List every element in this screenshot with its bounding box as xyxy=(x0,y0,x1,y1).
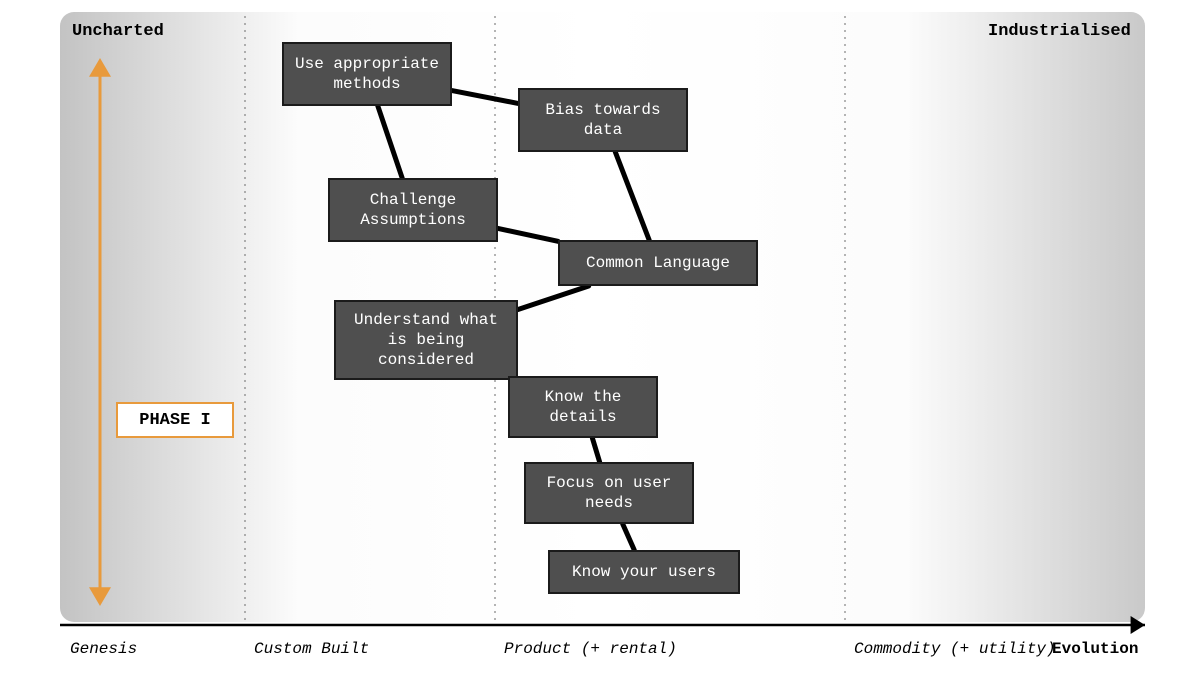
node-know_details: Know thedetails xyxy=(508,376,658,438)
phase-label: PHASE I xyxy=(116,402,234,438)
node-focus_user: Focus on userneeds xyxy=(524,462,694,524)
wardley-map: Uncharted Industrialised PHASE I Use app… xyxy=(0,0,1200,675)
axis-title: Evolution xyxy=(1052,640,1138,658)
node-challenge: ChallengeAssumptions xyxy=(328,178,498,242)
axis-label: Genesis xyxy=(70,640,137,658)
node-know_users: Know your users xyxy=(548,550,740,594)
node-understand: Understand whatis beingconsidered xyxy=(334,300,518,380)
axis-label: Product (+ rental) xyxy=(504,640,677,658)
corner-label-industrialised: Industrialised xyxy=(988,22,1131,41)
axis-label: Custom Built xyxy=(254,640,369,658)
node-common_lang: Common Language xyxy=(558,240,758,286)
node-use_methods: Use appropriatemethods xyxy=(282,42,452,106)
axis-label: Commodity (+ utility) xyxy=(854,640,1056,658)
node-bias_data: Bias towardsdata xyxy=(518,88,688,152)
corner-label-uncharted: Uncharted xyxy=(72,22,164,41)
